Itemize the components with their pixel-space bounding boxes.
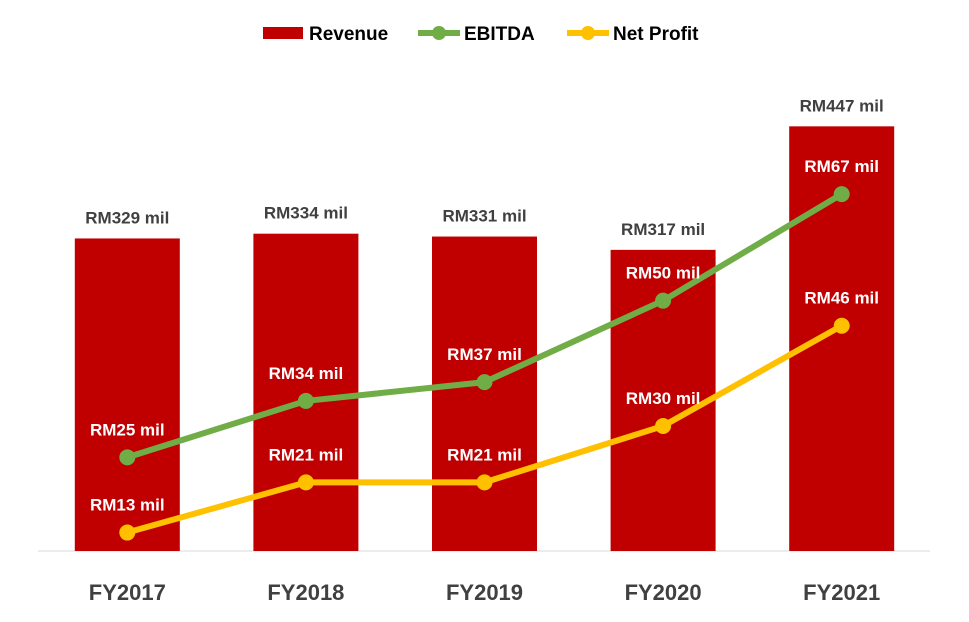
revenue-bars [74, 126, 895, 552]
ebitda-label-fy2021: RM67 mil [804, 157, 879, 176]
series-line-labels: RM25 mil RM34 mil RM37 mil RM50 mil RM67 mil… [90, 157, 879, 514]
legend-ebitda-marker [432, 26, 446, 40]
net-profit-label-fy2020: RM30 mil [626, 389, 701, 408]
x-tick-fy2018: FY2018 [267, 580, 344, 605]
legend-ebitda-label: EBITDA [464, 24, 535, 45]
net-profit-label-fy2019: RM21 mil [447, 445, 522, 464]
ebitda-point-fy2018 [297, 392, 314, 409]
revenue-bar-fy2019 [432, 236, 537, 552]
net-profit-label-fy2021: RM46 mil [804, 289, 879, 308]
ebitda-label-fy2019: RM37 mil [447, 345, 522, 364]
revenue-bar-labels: RM329 mil RM334 mil RM331 mil RM317 mil RM44… [85, 96, 883, 239]
legend-revenue-swatch [263, 27, 303, 39]
revenue-bar-fy2017 [74, 238, 180, 551]
revenue-label-fy2021: RM447 mil [800, 96, 884, 115]
ebitda-point-fy2017 [119, 449, 136, 466]
legend-net-profit-marker [581, 26, 595, 40]
net-profit-point-fy2020 [655, 418, 672, 434]
x-tick-fy2020: FY2020 [625, 580, 702, 605]
net-profit-point-fy2021 [833, 317, 850, 334]
x-tick-fy2017: FY2017 [89, 580, 166, 605]
revenue-label-fy2020: RM317 mil [621, 220, 705, 239]
net-profit-label-fy2017: RM13 mil [90, 496, 165, 515]
revenue-label-fy2018: RM334 mil [264, 204, 348, 223]
net-profit-point-fy2018 [297, 474, 314, 491]
ebitda-point-fy2020 [655, 292, 672, 309]
ebitda-point-fy2019 [476, 374, 493, 391]
x-tick-labels: FY2017 FY2018 FY2019 FY2020 FY2021 [89, 580, 880, 605]
net-profit-point-fy2019 [476, 474, 493, 491]
ebitda-label-fy2020: RM50 mil [626, 264, 701, 283]
ebitda-label-fy2018: RM34 mil [269, 364, 344, 383]
legend-revenue-label: Revenue [309, 24, 388, 45]
revenue-bar-fy2018 [253, 233, 359, 551]
x-tick-fy2019: FY2019 [446, 580, 523, 605]
ebitda-label-fy2017: RM25 mil [90, 420, 165, 439]
series-lines [119, 186, 850, 541]
x-tick-fy2021: FY2021 [803, 580, 880, 605]
legend-net-profit-label: Net Profit [613, 24, 699, 45]
net-profit-point-fy2017 [119, 524, 136, 541]
revenue-label-fy2017: RM329 mil [85, 208, 169, 227]
net-profit-label-fy2018: RM21 mil [269, 445, 344, 464]
revenue-label-fy2019: RM331 mil [442, 207, 526, 226]
legend: Revenue EBITDA Net Profit [263, 24, 699, 45]
ebitda-point-fy2021 [833, 186, 850, 203]
